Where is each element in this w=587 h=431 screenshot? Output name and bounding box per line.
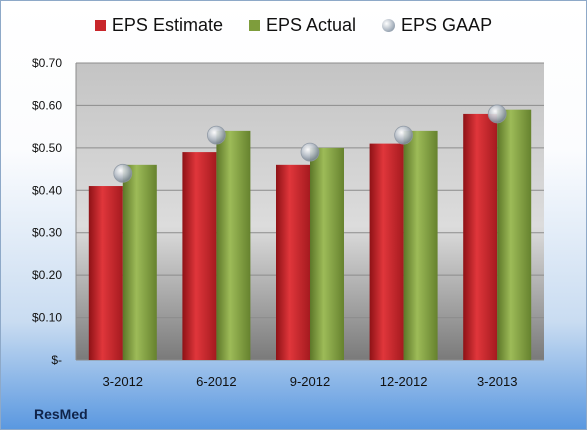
y-tick-label: $0.70 [32, 56, 62, 70]
bar-eps-actual [403, 130, 438, 360]
bar-eps-estimate [182, 152, 217, 360]
x-tick-label: 3-2013 [477, 374, 517, 389]
legend-marker-eps-gaap [382, 19, 396, 32]
bar-eps-estimate [88, 186, 123, 360]
company-name: ResMed [34, 406, 88, 422]
bar-eps-estimate [276, 164, 310, 360]
y-tick-label: $0.30 [32, 226, 62, 240]
legend-item-eps-actual: EPS Actual [248, 15, 357, 36]
y-tick-label: $0.50 [32, 141, 62, 155]
legend: EPS Estimate EPS Actual EPS GAAP [1, 15, 586, 36]
marker-eps-gaap [394, 125, 414, 145]
y-tick-label: $0.20 [32, 268, 62, 282]
y-tick-label: $0.60 [32, 98, 62, 112]
bar-eps-actual [497, 109, 532, 361]
marker-eps-gaap [487, 104, 507, 124]
bar-eps-estimate [369, 143, 404, 360]
legend-item-eps-gaap: EPS GAAP [382, 15, 492, 36]
legend-swatch-eps-estimate [94, 20, 106, 31]
legend-item-eps-estimate: EPS Estimate [94, 15, 223, 36]
bar-eps-estimate [463, 113, 498, 361]
y-tick-label: $0.40 [32, 183, 62, 197]
bar-eps-actual [122, 164, 157, 360]
marker-eps-gaap [206, 125, 226, 145]
x-tick-label: 3-2012 [103, 374, 143, 389]
bar-eps-actual [310, 147, 344, 360]
x-tick-label: 6-2012 [196, 374, 236, 389]
legend-swatch-eps-actual [248, 20, 260, 31]
legend-label-eps-actual: EPS Actual [265, 15, 357, 35]
legend-label-eps-estimate: EPS Estimate [111, 15, 223, 35]
x-tick-label: 9-2012 [290, 374, 330, 389]
x-tick-label: 12-2012 [380, 374, 428, 389]
marker-eps-gaap [300, 142, 320, 162]
y-tick-label: $0.10 [32, 311, 62, 325]
legend-label-eps-gaap: EPS GAAP [401, 15, 493, 35]
marker-eps-gaap [113, 163, 133, 183]
bar-eps-actual [216, 130, 251, 360]
y-tick-label: $- [51, 353, 62, 367]
